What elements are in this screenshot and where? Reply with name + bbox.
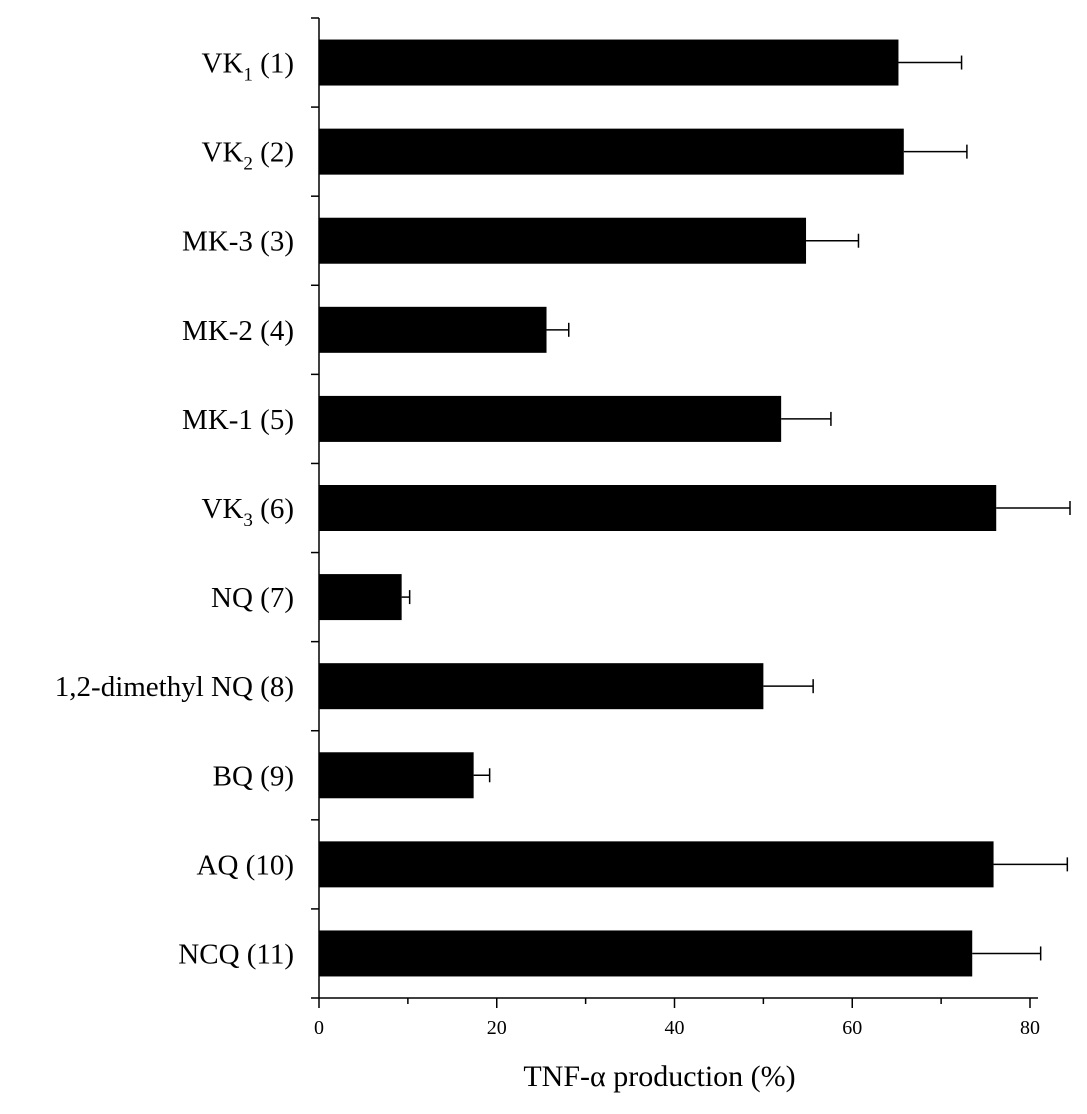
category-label: VK3 (6): [202, 493, 294, 531]
axes-layer: [311, 17, 1038, 999]
x-tick-label: 40: [665, 1017, 685, 1039]
category-label: VK1 (1): [202, 48, 294, 86]
category-label: BQ (9): [213, 760, 294, 792]
bar: [319, 752, 474, 799]
category-label: MK-2 (4): [182, 315, 294, 347]
bar: [319, 663, 764, 710]
bar: [319, 841, 994, 888]
x-tick-label: 20: [487, 1017, 507, 1039]
bars-layer: [319, 39, 997, 977]
category-label: NQ (7): [211, 582, 294, 614]
category-label: MK-3 (3): [182, 226, 294, 258]
bar: [319, 574, 402, 621]
category-label: NCQ (11): [178, 938, 294, 970]
bar: [319, 395, 782, 442]
bar: [319, 485, 997, 531]
category-labels: VK1 (1) VK2 (2) MK-3 (3) MK-2 (4) MK-1 (5) VK…: [55, 48, 294, 971]
error-bars-layer: [401, 55, 1071, 961]
x-tick-label: 0: [314, 1017, 324, 1039]
x-axis-title: TNF-α production (%): [523, 1060, 795, 1093]
category-label: AQ (10): [197, 849, 294, 881]
bar: [319, 217, 807, 264]
category-label: 1,2-dimethyl NQ (8): [55, 671, 294, 703]
bar: [319, 930, 973, 977]
x-ticks: 0 20 40 60 80: [314, 998, 1040, 1039]
category-label: VK2 (2): [202, 137, 294, 175]
bar: [319, 128, 904, 175]
x-tick-label: 60: [842, 1017, 862, 1039]
bar: [319, 306, 547, 353]
category-label: MK-1 (5): [182, 404, 294, 436]
x-tick-label: 80: [1020, 1017, 1040, 1039]
bar: [319, 39, 899, 86]
